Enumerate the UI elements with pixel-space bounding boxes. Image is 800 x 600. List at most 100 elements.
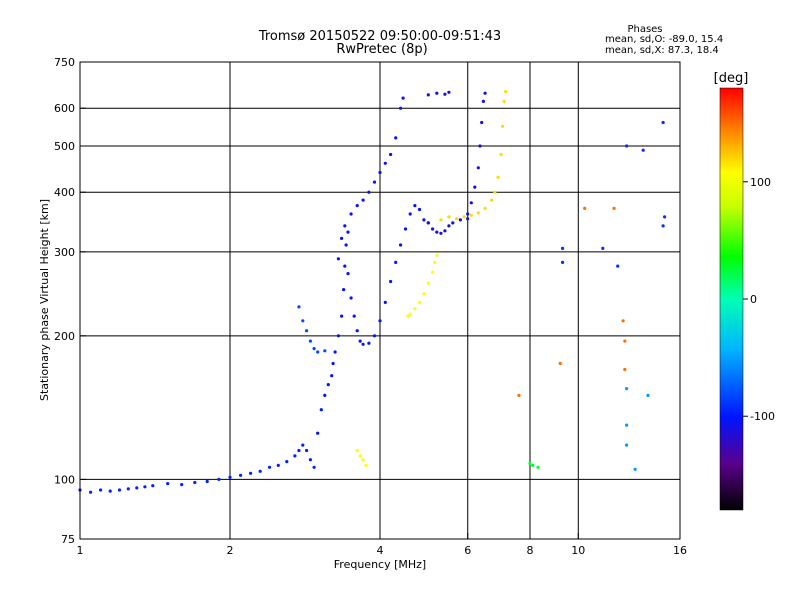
data-point bbox=[378, 171, 381, 174]
data-point bbox=[316, 432, 319, 435]
data-point bbox=[337, 257, 340, 260]
data-point bbox=[135, 486, 138, 489]
data-point bbox=[268, 466, 271, 469]
data-point bbox=[642, 149, 645, 152]
data-point bbox=[561, 247, 564, 250]
data-point bbox=[277, 464, 280, 467]
data-point bbox=[337, 334, 340, 337]
data-point bbox=[418, 301, 421, 304]
y-tick-label: 200 bbox=[54, 330, 75, 343]
data-point bbox=[327, 383, 330, 386]
data-point bbox=[422, 218, 425, 221]
data-point bbox=[316, 350, 319, 353]
data-point bbox=[389, 280, 392, 283]
y-tick-label: 750 bbox=[54, 56, 75, 69]
y-tick-label: 100 bbox=[54, 473, 75, 486]
x-tick-label: 6 bbox=[464, 544, 471, 557]
y-tick-label: 500 bbox=[54, 140, 75, 153]
data-point bbox=[427, 282, 430, 285]
data-point bbox=[470, 201, 473, 204]
data-point bbox=[297, 305, 300, 308]
colorbar-tick-label: -100 bbox=[750, 410, 775, 423]
y-tick-label: 300 bbox=[54, 246, 75, 259]
data-point bbox=[259, 470, 262, 473]
data-point bbox=[447, 224, 450, 227]
data-point bbox=[350, 296, 353, 299]
data-point bbox=[305, 449, 308, 452]
data-point bbox=[402, 97, 405, 100]
data-point bbox=[504, 90, 507, 93]
data-point bbox=[625, 144, 628, 147]
data-point bbox=[362, 458, 365, 461]
data-point bbox=[404, 227, 407, 230]
x-axis-ticks: 1 2 4 6 8 10 16 bbox=[77, 533, 688, 557]
data-point bbox=[217, 478, 220, 481]
data-point bbox=[350, 212, 353, 215]
data-point bbox=[418, 208, 421, 211]
data-point bbox=[364, 464, 367, 467]
data-point bbox=[239, 474, 242, 477]
data-point bbox=[466, 212, 469, 215]
data-point bbox=[346, 231, 349, 234]
data-point bbox=[561, 261, 564, 264]
data-point bbox=[343, 224, 346, 227]
data-point bbox=[384, 162, 387, 165]
chart-subtitle: RwPretec (8p) bbox=[336, 42, 427, 57]
data-point bbox=[323, 349, 326, 352]
data-point bbox=[313, 466, 316, 469]
data-point bbox=[346, 272, 349, 275]
phases-o-stats: mean, sd,O: -89.0, 15.4 bbox=[605, 34, 723, 45]
data-point bbox=[332, 362, 335, 365]
data-point bbox=[342, 288, 345, 291]
data-point bbox=[601, 247, 604, 250]
colorbar-gradient bbox=[720, 88, 743, 510]
data-point bbox=[334, 350, 337, 353]
data-point bbox=[443, 93, 446, 96]
data-point bbox=[180, 483, 183, 486]
data-point bbox=[466, 217, 469, 220]
data-point bbox=[422, 292, 425, 295]
y-tick-label: 600 bbox=[54, 102, 75, 115]
data-point bbox=[431, 271, 434, 274]
x-tick-label: 16 bbox=[673, 544, 687, 557]
y-tick-label: 400 bbox=[54, 186, 75, 199]
data-point bbox=[399, 107, 402, 110]
data-point bbox=[127, 487, 130, 490]
data-point bbox=[367, 342, 370, 345]
data-point bbox=[206, 480, 209, 483]
data-point bbox=[496, 176, 499, 179]
y-tick-label: 75 bbox=[61, 533, 75, 546]
data-point bbox=[477, 211, 480, 214]
data-point bbox=[646, 394, 649, 397]
x-tick-label: 2 bbox=[227, 544, 234, 557]
data-point bbox=[359, 454, 362, 457]
data-point bbox=[470, 214, 473, 217]
data-point bbox=[625, 387, 628, 390]
data-point bbox=[356, 329, 359, 332]
x-tick-label: 4 bbox=[377, 544, 384, 557]
data-point bbox=[345, 243, 348, 246]
data-point bbox=[109, 490, 112, 493]
data-point bbox=[384, 301, 387, 304]
data-point bbox=[378, 319, 381, 322]
data-point bbox=[297, 449, 300, 452]
data-point bbox=[613, 207, 616, 210]
data-point bbox=[528, 462, 531, 465]
data-point bbox=[143, 485, 146, 488]
data-point bbox=[340, 237, 343, 240]
data-point bbox=[343, 265, 346, 268]
data-point bbox=[634, 468, 637, 471]
data-point bbox=[559, 362, 562, 365]
data-point bbox=[305, 329, 308, 332]
data-point bbox=[455, 217, 458, 220]
data-point bbox=[362, 343, 365, 346]
data-point bbox=[313, 347, 316, 350]
data-point bbox=[447, 215, 450, 218]
data-point bbox=[616, 265, 619, 268]
data-point bbox=[463, 215, 466, 218]
data-point bbox=[439, 232, 442, 235]
data-point bbox=[228, 476, 231, 479]
data-point bbox=[166, 482, 169, 485]
data-point bbox=[482, 100, 485, 103]
